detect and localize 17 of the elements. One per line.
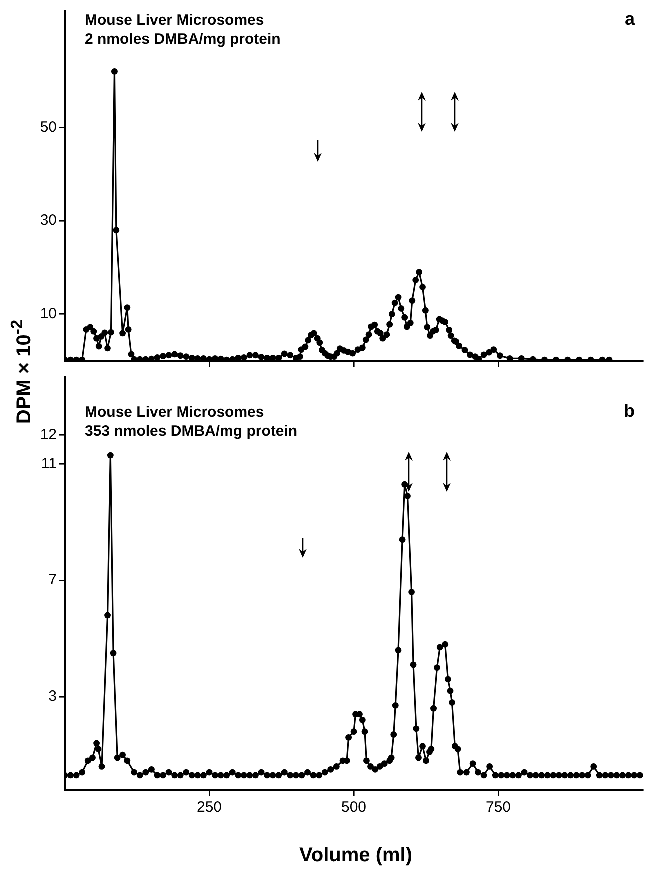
annotation: a: [624, 9, 636, 29]
y-tick-label: 12: [40, 426, 57, 444]
y-tick-label: 3: [48, 688, 57, 706]
text: 2 nmoles DMBA/mg protein: [85, 31, 281, 48]
x-tick-label: 500: [341, 799, 367, 816]
x-tick-label: 750: [486, 799, 512, 816]
y-tick-label: 10: [40, 305, 57, 322]
y-tick-label: 11: [41, 455, 57, 472]
x-tick-label: 250: [196, 799, 222, 816]
y-tick-label: 30: [40, 212, 57, 230]
annotation: b: [624, 401, 635, 421]
y-tick-label: 50: [40, 118, 57, 136]
y-tick-label: 7: [48, 572, 57, 589]
text: 353 nmoles DMBA/mg protein: [85, 423, 298, 440]
x-axis-title: Volume (ml): [300, 844, 412, 868]
chart-title: Mouse Liver Microsomes: [85, 12, 264, 29]
text: Mouse Liver Microsomes: [85, 404, 264, 421]
